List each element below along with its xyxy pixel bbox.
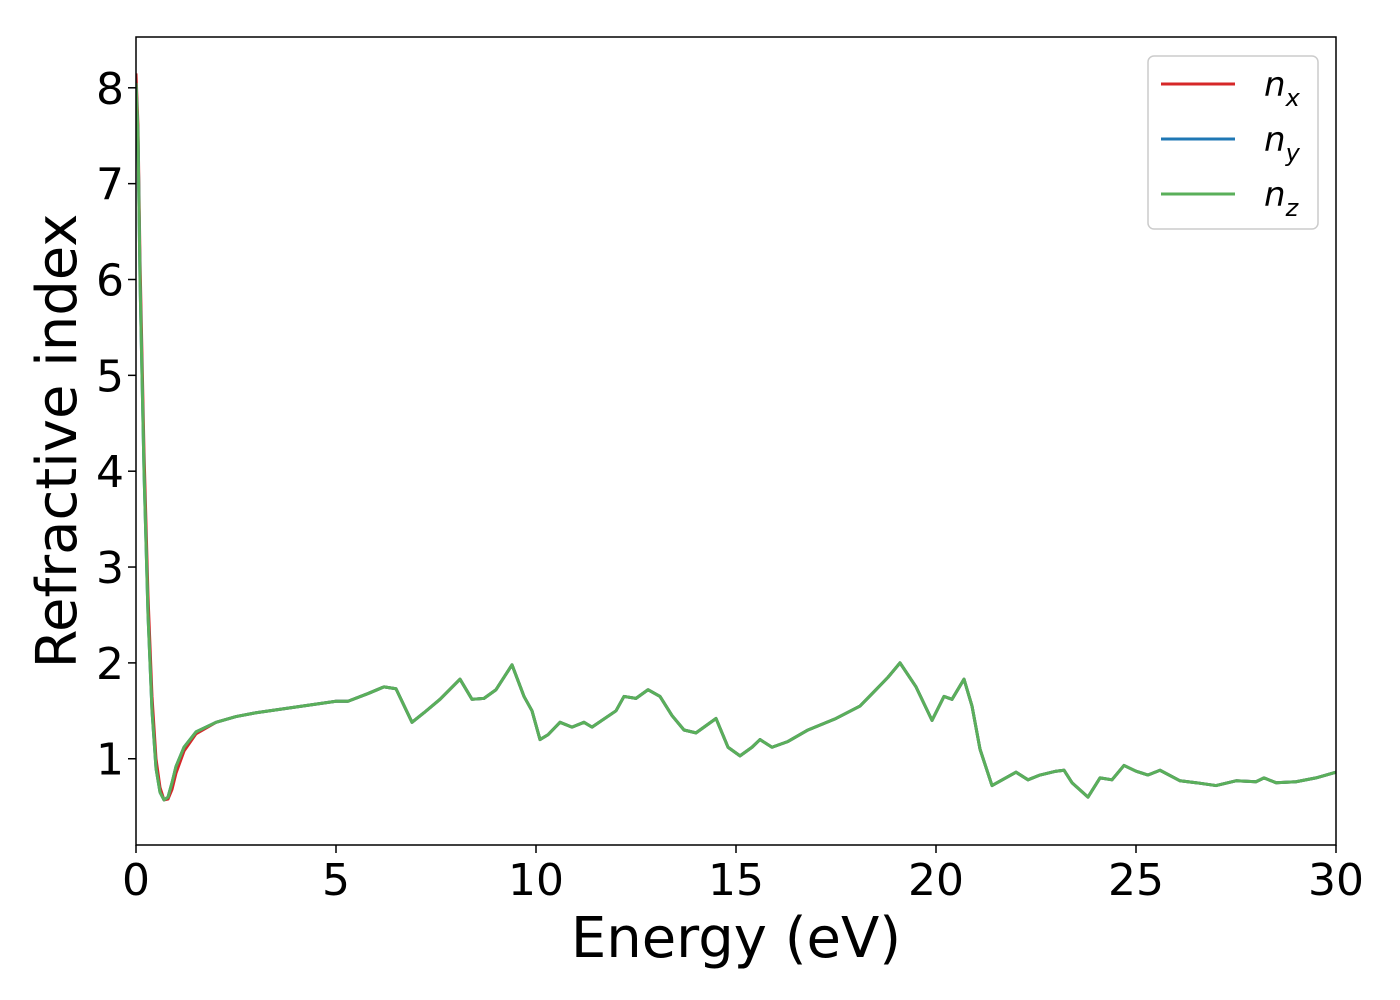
y-axis-label: Refractive index	[25, 214, 90, 669]
x-tick-label: 20	[908, 855, 964, 906]
y-tick-label: 1	[96, 735, 124, 786]
y-tick-label: 3	[96, 543, 124, 594]
line-series	[136, 82, 1336, 802]
x-axis-label: Energy (eV)	[571, 906, 901, 971]
x-tick-label: 25	[1108, 855, 1164, 906]
y-tick-label: 6	[96, 255, 124, 306]
y-tick-label: 4	[96, 447, 124, 498]
y-tick-label: 7	[96, 160, 124, 211]
y-tick-label: 2	[96, 639, 124, 690]
y-tick-label: 8	[96, 64, 124, 115]
x-tick-label: 30	[1308, 855, 1364, 906]
x-tick-label: 0	[122, 855, 150, 906]
legend-label: nz	[1264, 175, 1300, 222]
legend-label: nx	[1264, 65, 1301, 112]
plot-frame	[135, 36, 1337, 846]
x-tick-label: 10	[508, 855, 564, 906]
y-tick-label: 5	[96, 351, 124, 402]
legend-label: ny	[1264, 120, 1301, 167]
legend-box	[1147, 55, 1319, 230]
x-tick-label: 15	[708, 855, 764, 906]
x-tick-label: 5	[322, 855, 350, 906]
